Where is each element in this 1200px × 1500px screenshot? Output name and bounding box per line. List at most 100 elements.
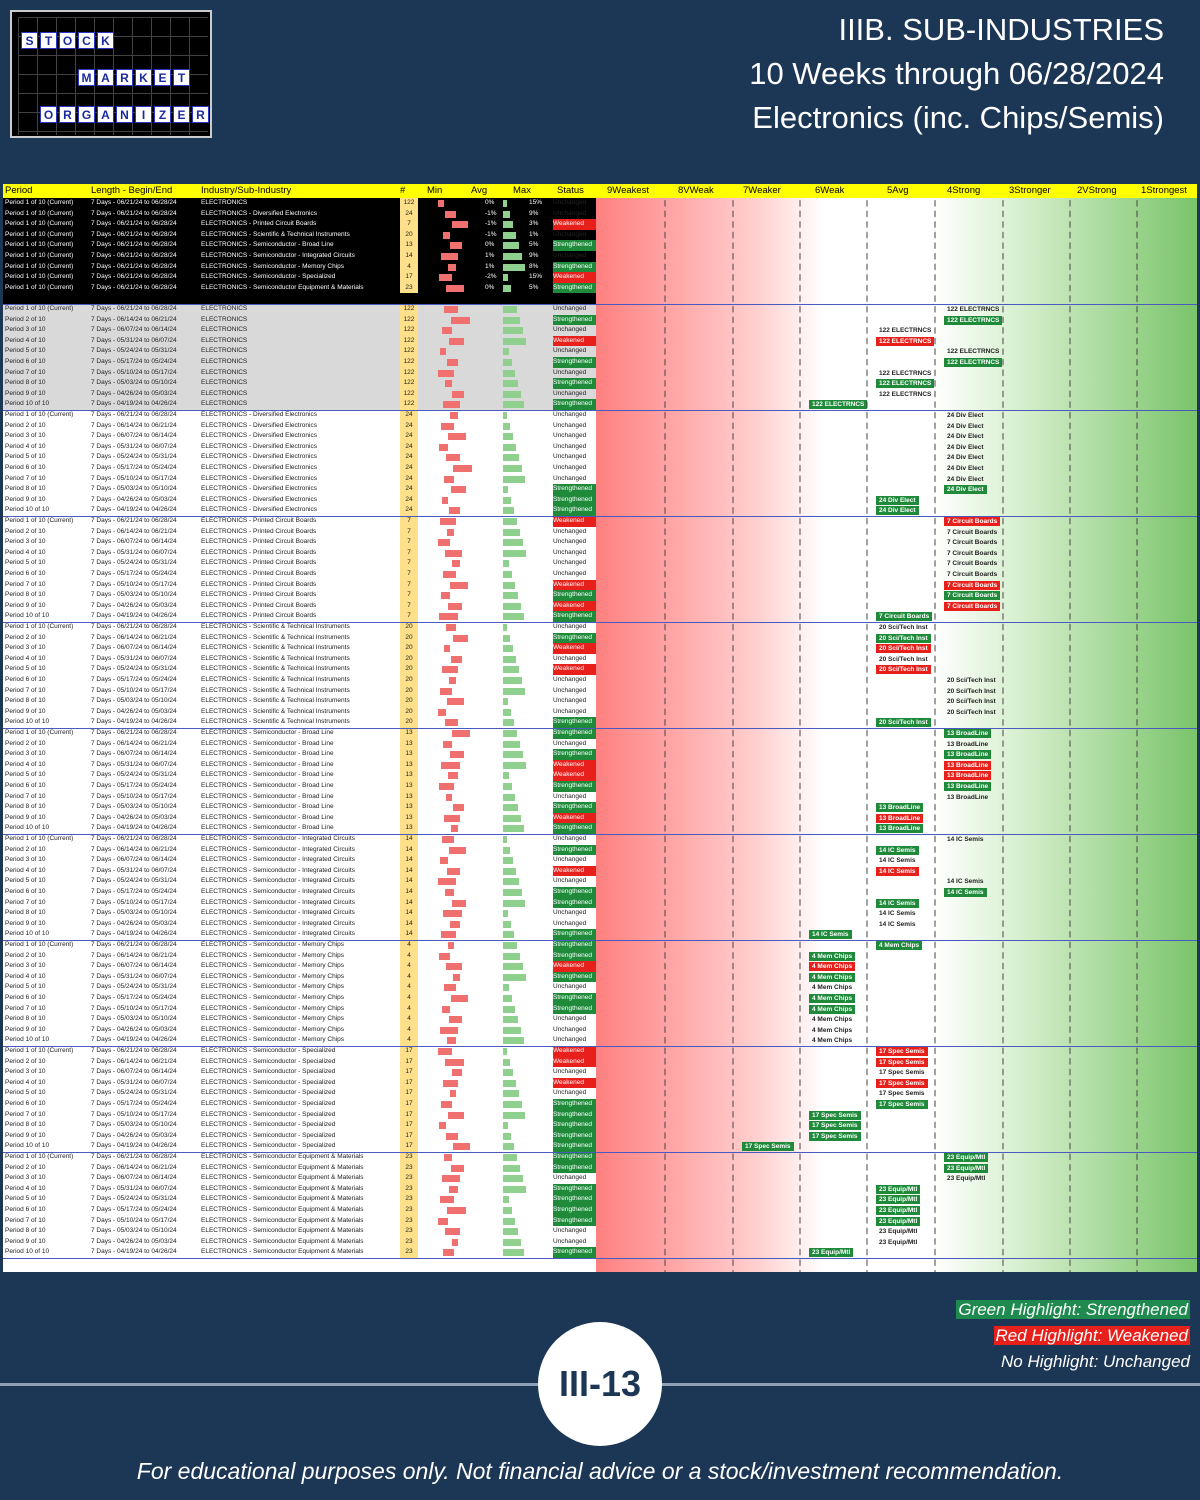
table-row xyxy=(3,240,596,251)
industry-cell: ELECTRONICS - Diversified Electronics xyxy=(201,411,317,418)
heatmap-badge: 17 Spec Semis xyxy=(876,1057,928,1067)
period-cell: Period 6 of 10 xyxy=(5,994,46,1001)
length-cell: 7 Days - 04/19/24 to 04/26/24 xyxy=(91,1142,177,1150)
period-cell: Period 4 of 10 xyxy=(5,548,46,556)
industry-cell: ELECTRONICS - Scientific & Technical Ins… xyxy=(201,623,350,630)
table-row xyxy=(3,1109,596,1121)
min-bar xyxy=(450,412,458,419)
status-cell: Weakened xyxy=(553,664,596,675)
table-row xyxy=(3,950,596,962)
period-cell: Period 4 of 10 xyxy=(5,336,46,344)
table-row xyxy=(3,1088,596,1099)
heatmap-badge: 23 Equip/Mtl xyxy=(944,1163,989,1173)
period-cell: Period 8 of 10 xyxy=(5,909,46,917)
industry-cell: ELECTRONICS - Scientific & Technical Ins… xyxy=(201,718,350,726)
min-bar xyxy=(452,899,466,907)
count-cell: 23 xyxy=(400,1152,418,1163)
count-cell: 122 xyxy=(400,335,418,347)
industry-cell: ELECTRONICS - Scientific & Technical Ins… xyxy=(201,654,350,662)
period-cell: Period 2 of 10 xyxy=(5,421,46,429)
industry-cell: ELECTRONICS - Scientific & Technical Ins… xyxy=(201,686,350,694)
industry-cell: ELECTRONICS - Semiconductor - Broad Line xyxy=(201,241,334,249)
min-bar xyxy=(453,804,464,812)
count-cell: 122 xyxy=(400,304,418,315)
status-cell: Strengthened xyxy=(553,1247,596,1258)
max-bar xyxy=(503,231,516,239)
min-bar xyxy=(446,454,460,462)
period-cell: Period 6 of 10 xyxy=(5,358,46,365)
heatmap-badge: 17 Spec Semis xyxy=(876,1100,928,1109)
heatmap-badge: 20 Sci/Tech Inst xyxy=(876,718,931,728)
status-cell: Unchanged xyxy=(553,1089,587,1097)
period-cell: Period 7 of 10 xyxy=(5,1216,46,1224)
max-bar xyxy=(503,804,518,812)
table-row xyxy=(3,685,596,697)
column-header: Avg xyxy=(471,185,488,196)
table-row xyxy=(3,759,596,771)
table-row xyxy=(3,526,596,538)
period-cell: Period 4 of 10 xyxy=(5,654,46,662)
industry-cell: ELECTRONICS - Printed Circuit Boards xyxy=(201,591,317,599)
industry-cell: ELECTRONICS - Printed Circuit Boards xyxy=(201,612,317,620)
length-cell: 7 Days - 04/19/24 to 04/26/24 xyxy=(91,612,177,620)
status-cell: Strengthened xyxy=(553,1099,596,1110)
length-cell: 7 Days - 06/07/24 to 06/14/24 xyxy=(91,538,177,546)
section-divider xyxy=(3,1258,1197,1259)
max-cell: 1% xyxy=(529,230,539,238)
heatmap-badge: 13 BroadLine xyxy=(876,824,924,834)
industry-cell: ELECTRONICS xyxy=(201,347,248,355)
max-bar xyxy=(503,242,519,250)
table-row xyxy=(3,1247,596,1258)
max-bar xyxy=(503,390,521,398)
status-cell: Unchanged xyxy=(553,368,587,376)
table-row xyxy=(3,579,596,591)
title-line-3: Electronics (inc. Chips/Semis) xyxy=(752,100,1164,135)
period-cell: Period 5 of 10 xyxy=(5,877,46,885)
max-bar xyxy=(503,624,507,631)
count-cell: 14 xyxy=(400,865,418,877)
period-cell: Period 7 of 10 xyxy=(5,474,46,482)
section-divider xyxy=(3,410,1197,411)
max-cell: 9% xyxy=(529,252,539,259)
industry-cell: ELECTRONICS - Semiconductor - Memory Chi… xyxy=(201,1036,345,1044)
count-cell: 122 xyxy=(400,388,418,400)
table-row xyxy=(3,961,596,972)
max-bar xyxy=(503,655,516,663)
heatmap-badge: 17 Spec Semis xyxy=(809,1131,861,1141)
status-cell: Weakened xyxy=(553,272,596,283)
heatmap-badge: 20 Sci/Tech Inst xyxy=(947,708,996,716)
period-cell: Period 6 of 10 xyxy=(5,676,46,683)
period-cell: Period 9 of 10 xyxy=(5,1025,46,1033)
period-cell: Period 1 of 10 (Current) xyxy=(5,220,74,228)
min-bar xyxy=(451,825,458,833)
logo-letter: I xyxy=(135,106,152,123)
period-cell: Period 1 of 10 (Current) xyxy=(5,1153,74,1160)
length-cell: 7 Days - 06/07/24 to 06/14/24 xyxy=(91,644,177,652)
heatmap-badge: 24 Div Elect xyxy=(947,454,984,462)
table-row xyxy=(3,653,596,665)
status-cell: Unchanged xyxy=(553,1036,587,1044)
industry-cell: ELECTRONICS - Printed Circuit Boards xyxy=(201,601,317,609)
count-cell: 24 xyxy=(400,463,418,474)
max-bar xyxy=(503,380,518,388)
count-cell: 4 xyxy=(400,971,418,983)
count-cell: 7 xyxy=(400,219,418,230)
table-row xyxy=(3,346,596,357)
min-bar xyxy=(441,1101,452,1108)
max-bar xyxy=(503,1069,513,1077)
logo-letter: K xyxy=(97,32,114,49)
count-cell: 17 xyxy=(400,1120,418,1131)
industry-cell: ELECTRONICS - Semiconductor - Memory Chi… xyxy=(201,1025,345,1033)
max-bar xyxy=(503,306,517,313)
length-cell: 7 Days - 06/21/24 to 06/28/24 xyxy=(91,941,177,948)
avg-cell: -1% xyxy=(485,209,497,217)
max-cell: 9% xyxy=(529,209,539,217)
min-bar xyxy=(444,814,460,822)
min-bar xyxy=(440,518,456,525)
period-cell: Period 10 of 10 xyxy=(5,930,50,938)
table-row xyxy=(3,484,596,495)
min-bar xyxy=(452,560,460,568)
min-bar xyxy=(442,1005,450,1013)
count-cell: 122 xyxy=(400,399,418,410)
heatmap-badge: 17 Spec Semis xyxy=(742,1142,794,1152)
